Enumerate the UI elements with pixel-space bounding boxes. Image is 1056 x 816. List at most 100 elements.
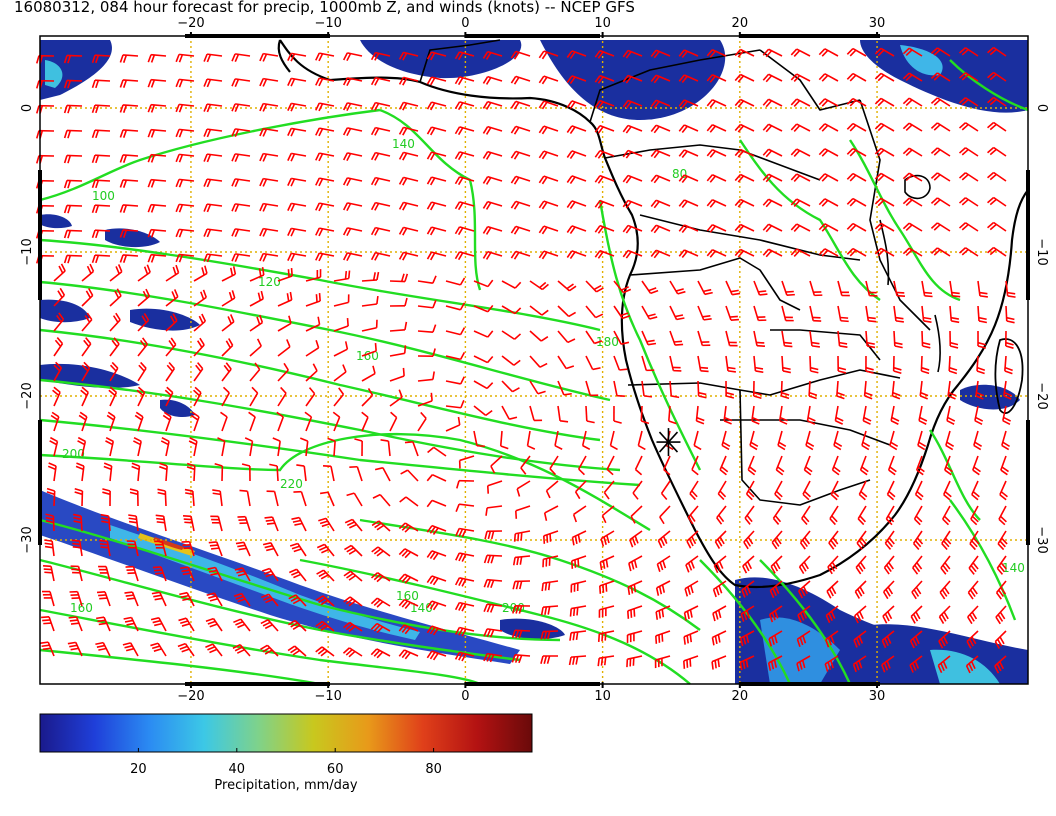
wind-barb	[940, 555, 951, 575]
wind-barb	[155, 514, 167, 532]
border-north-1	[419, 39, 501, 83]
wind-barb	[571, 530, 587, 546]
wind-barb	[210, 515, 223, 532]
wind-barb	[124, 591, 139, 607]
wind-barb	[473, 405, 493, 417]
wind-barb	[987, 196, 1007, 207]
wind-barb	[893, 280, 905, 298]
wind-barb	[655, 605, 671, 620]
wind-barb	[846, 122, 867, 132]
border-1	[629, 257, 801, 311]
wind-barb	[370, 201, 391, 211]
wind-barb	[545, 480, 559, 499]
wind-barb	[911, 580, 923, 600]
wind-barb	[930, 72, 951, 82]
wind-barb	[119, 229, 139, 238]
wind-barb	[566, 175, 587, 185]
wind-barb	[361, 342, 377, 357]
marker-d2	[658, 431, 679, 453]
wind-barb	[482, 175, 503, 185]
wind-barb	[996, 555, 1007, 575]
wind-barb	[622, 199, 643, 209]
wind-barb	[846, 247, 867, 257]
wind-barb	[231, 53, 251, 63]
precip-north-2	[540, 40, 726, 120]
wind-barb	[973, 430, 983, 451]
wind-barb	[846, 47, 867, 57]
wind-barb	[740, 630, 755, 647]
wind-barb	[193, 265, 208, 282]
lake-victoria	[904, 174, 931, 200]
wind-barb	[706, 49, 727, 58]
wind-barb	[262, 542, 279, 557]
wind-barb	[566, 50, 587, 60]
wind-barb	[594, 99, 615, 109]
wind-barb	[342, 102, 363, 112]
wind-barb	[454, 577, 475, 587]
wind-barb	[96, 616, 111, 632]
wind-barb	[108, 386, 118, 407]
wind-barb	[370, 572, 391, 583]
wind-barb	[613, 280, 632, 294]
wind-barb	[299, 437, 309, 457]
wind-barb	[417, 348, 436, 357]
wind-barb	[753, 280, 768, 296]
wind-barb	[398, 548, 419, 559]
wind-barb	[540, 605, 559, 616]
wind-barb	[654, 655, 671, 669]
wind-barb	[863, 380, 873, 400]
wind-barb	[91, 229, 111, 239]
figure-title: 16080312, 084 hour forecast for precip, …	[14, 0, 635, 16]
wind-barb	[305, 292, 321, 307]
wind-barb	[613, 355, 628, 371]
wind-barb	[641, 380, 653, 398]
wind-barb	[231, 103, 251, 113]
wind-barb	[739, 655, 755, 671]
wind-barb	[678, 224, 699, 234]
wind-barb	[796, 630, 811, 648]
wind-barb	[734, 98, 755, 108]
wind-barb	[622, 249, 643, 259]
wind-barb	[151, 591, 167, 607]
wind-barb	[47, 462, 57, 482]
wind-barb	[445, 351, 466, 361]
wind-barb	[63, 179, 83, 189]
wind-barb	[203, 128, 223, 138]
wind-barb	[942, 505, 951, 526]
border-7	[859, 99, 931, 331]
wind-barb	[398, 51, 419, 61]
wind-barb	[987, 171, 1007, 182]
wind-barb	[569, 605, 587, 617]
wind-barb	[557, 380, 572, 396]
wind-barb	[44, 539, 55, 557]
wind-barb	[473, 330, 494, 338]
wind-barb	[259, 152, 279, 162]
wind-barb	[53, 263, 66, 282]
wind-barb	[967, 580, 979, 600]
wind-barb	[930, 97, 951, 107]
wind-barb	[349, 465, 363, 482]
wind-barb	[540, 655, 559, 664]
wind-barb	[930, 47, 951, 57]
wind-barb	[836, 380, 845, 400]
wind-barb	[566, 250, 587, 260]
wind-barb	[203, 78, 223, 88]
wind-barb	[918, 405, 928, 425]
wind-barb	[678, 74, 699, 84]
wind-barb	[46, 487, 56, 507]
wind-barb	[132, 436, 142, 457]
wind-barb	[598, 605, 615, 618]
wind-barb	[865, 280, 878, 297]
wind-barb	[370, 126, 391, 136]
wind-barb	[389, 321, 408, 332]
wind-barb	[333, 317, 349, 332]
contour-line	[699, 559, 792, 685]
wind-barb	[426, 550, 447, 561]
wind-barb	[762, 48, 783, 58]
frame-segment	[1026, 170, 1030, 300]
wind-barb	[259, 252, 279, 262]
wind-barb	[958, 122, 979, 132]
wind-barb	[342, 202, 363, 212]
wind-barb	[510, 200, 531, 210]
wind-barb	[865, 355, 874, 374]
